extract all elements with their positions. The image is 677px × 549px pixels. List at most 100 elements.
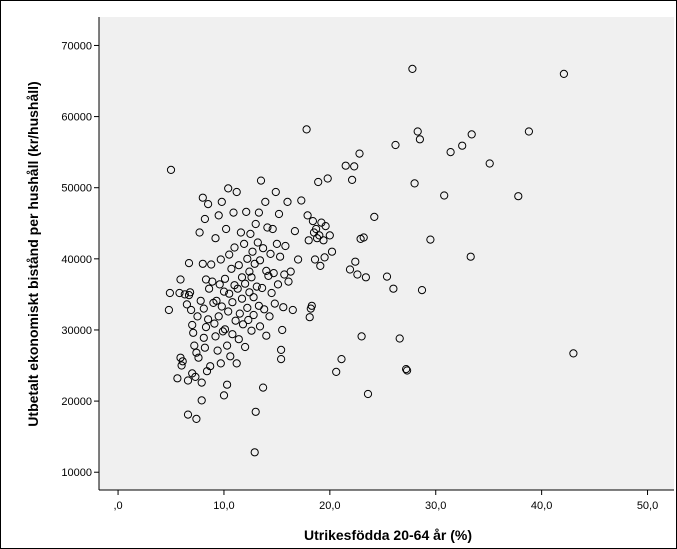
scatter-point xyxy=(314,177,323,187)
scatter-point xyxy=(176,275,185,284)
scatter-point xyxy=(262,266,271,275)
scatter-point xyxy=(198,259,207,268)
scatter-point xyxy=(310,255,320,264)
scatter-point xyxy=(426,235,435,244)
scatter-point xyxy=(207,260,216,269)
scatter-point xyxy=(234,335,243,344)
scatter-point xyxy=(212,296,221,305)
scatter-point xyxy=(321,222,330,231)
scatter-point xyxy=(382,272,392,281)
x-tick-label: 40,0 xyxy=(531,500,552,512)
scatter-point xyxy=(206,362,215,371)
scatter-point xyxy=(194,353,203,362)
scatter-point xyxy=(446,148,455,157)
scatter-point xyxy=(216,359,225,368)
scatter-point xyxy=(198,193,207,202)
scatter-point xyxy=(251,219,260,229)
scatter-point xyxy=(251,407,260,416)
scatter-point xyxy=(268,224,277,234)
scatter-point xyxy=(197,378,206,387)
scatter-point xyxy=(166,165,176,174)
scatter-point xyxy=(238,320,248,329)
scatter-point xyxy=(308,217,317,226)
scatter-point xyxy=(249,310,258,320)
scatter-point xyxy=(220,274,230,283)
scatter-point xyxy=(193,312,202,321)
scatter-point xyxy=(283,197,292,206)
scatter-point xyxy=(234,261,243,270)
scatter-point xyxy=(164,305,173,315)
scatter-point xyxy=(305,313,314,322)
scatter-point xyxy=(236,228,245,237)
scatter-point xyxy=(359,233,368,242)
scatter-point xyxy=(199,304,208,313)
scatter-point xyxy=(270,299,279,308)
scatter-point xyxy=(261,197,270,206)
scatter-point xyxy=(187,305,196,315)
y-axis-ticks: 10000 20000 30000 40000 50000 60000 70000 xyxy=(61,40,99,479)
scatter-point xyxy=(213,346,222,355)
scatter-point xyxy=(458,141,467,150)
scatter-point xyxy=(440,191,449,200)
scatter-point xyxy=(337,355,346,364)
scatter-point xyxy=(228,298,237,307)
scatter-point xyxy=(265,312,274,321)
scatter-point xyxy=(277,355,286,364)
scatter-point xyxy=(253,238,262,247)
scatter-point xyxy=(332,367,341,376)
scatter-point xyxy=(222,224,231,234)
scatter-point xyxy=(319,236,328,245)
scatter-point xyxy=(211,332,220,341)
scatter-point xyxy=(327,247,337,256)
scatter-point xyxy=(274,209,284,219)
scatter-point xyxy=(288,305,297,315)
scatter-point xyxy=(273,280,283,289)
scatter-point xyxy=(248,247,257,256)
scatter-point xyxy=(408,64,417,74)
scatter-point xyxy=(294,255,303,264)
scatter-point xyxy=(226,352,235,361)
y-tick-label: 60000 xyxy=(61,112,92,124)
x-tick-label: 20,0 xyxy=(319,500,340,512)
scatter-point xyxy=(204,315,213,324)
y-tick-label: 50000 xyxy=(61,183,92,195)
scatter-point xyxy=(323,174,332,183)
y-tick-label: 20000 xyxy=(61,396,92,408)
scatter-point xyxy=(348,175,357,184)
y-tick-label: 40000 xyxy=(61,254,92,266)
scatter-point xyxy=(245,267,254,276)
y-tick-label: 70000 xyxy=(61,40,92,52)
scatter-point xyxy=(188,320,197,330)
scatter-point xyxy=(255,256,265,265)
scatter-point xyxy=(485,159,494,168)
scatter-point xyxy=(242,207,251,216)
scatter-point xyxy=(217,302,226,311)
scatter-point xyxy=(271,187,280,197)
scatter-point xyxy=(278,325,287,335)
scatter-point xyxy=(243,254,252,263)
scatter-point xyxy=(256,176,266,185)
y-tick-label: 30000 xyxy=(61,325,92,337)
x-tick-label: ,0 xyxy=(113,500,122,512)
scatter-point xyxy=(211,234,220,243)
scatter-point xyxy=(225,289,234,298)
scatter-point xyxy=(252,282,261,291)
scatter-point xyxy=(173,374,182,383)
scatter-point xyxy=(279,303,288,312)
x-axis-ticks: ,0 10,0 20,0 30,0 40,0 50,0 xyxy=(113,490,658,512)
scatter-point xyxy=(286,267,295,276)
x-tick-label: 10,0 xyxy=(213,500,234,512)
scatter-point xyxy=(233,284,242,293)
scatter-point xyxy=(249,293,258,302)
scatter-point xyxy=(241,342,250,352)
scatter-point xyxy=(175,288,184,298)
scatter-point xyxy=(281,241,290,251)
scatter-point xyxy=(199,333,208,342)
scatter-point xyxy=(284,277,293,286)
scatter-point xyxy=(243,303,252,312)
scatter-point xyxy=(370,212,379,221)
plot-area xyxy=(99,17,674,490)
scatter-point xyxy=(403,366,412,375)
scatter-point xyxy=(402,365,411,374)
